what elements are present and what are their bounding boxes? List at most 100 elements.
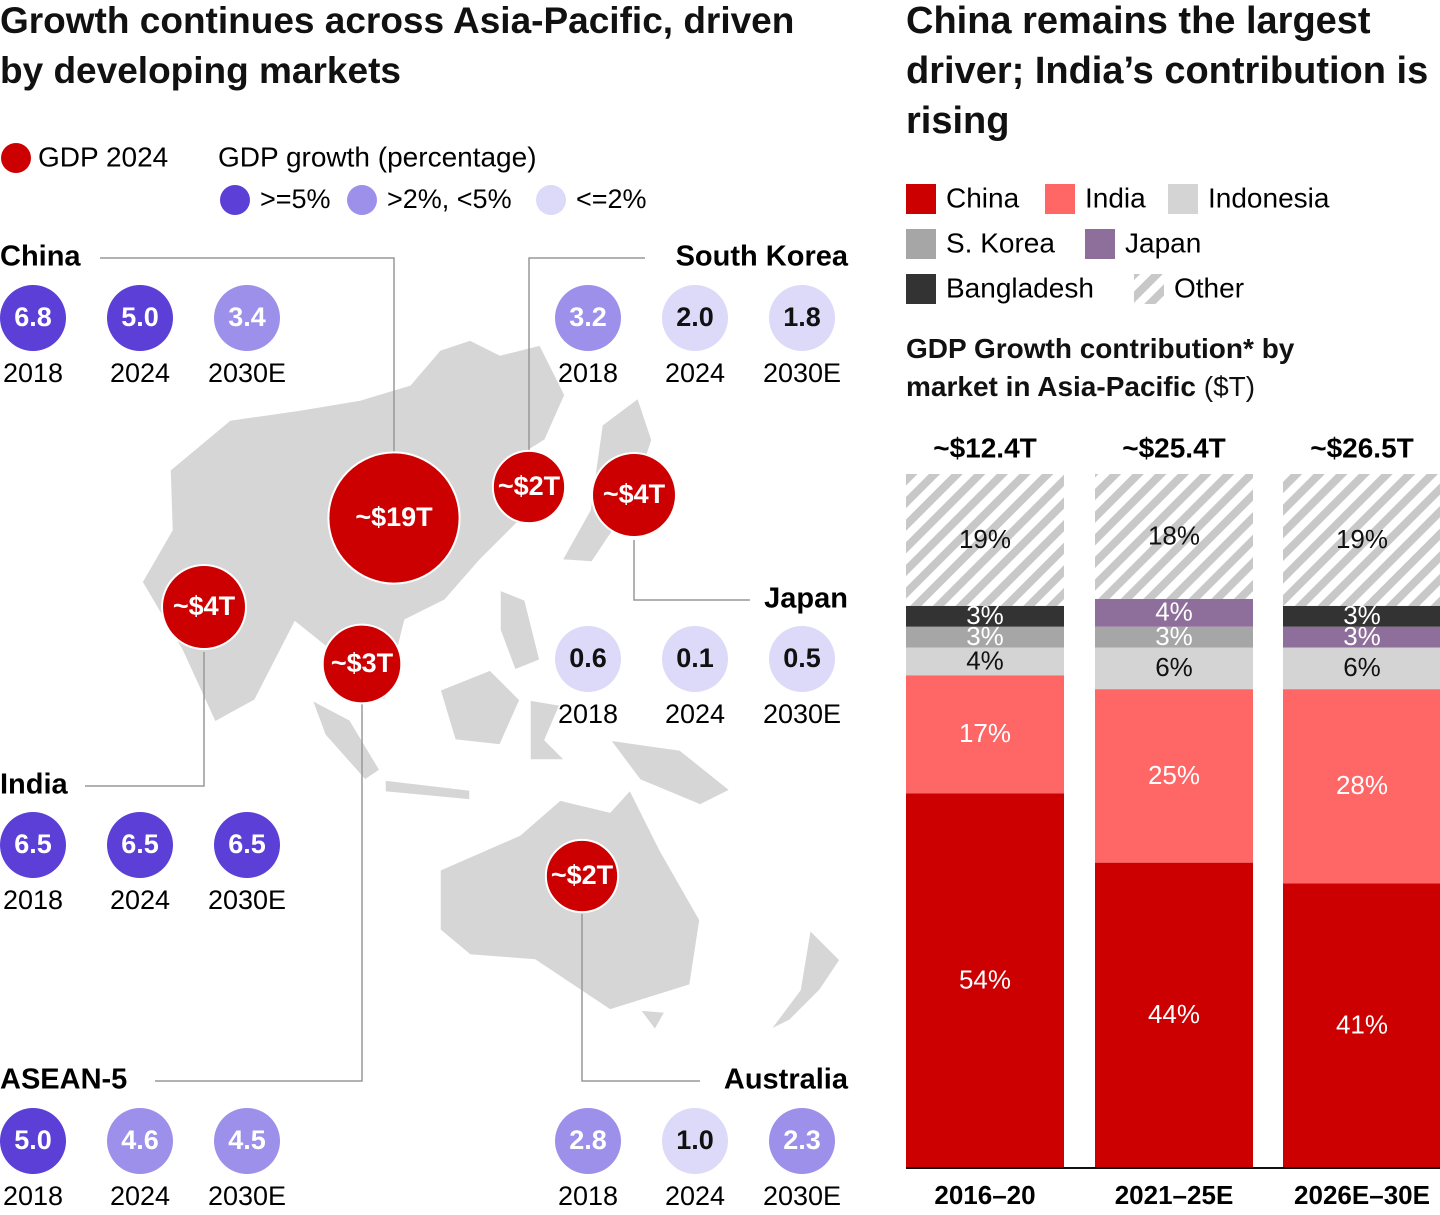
growth-circle (555, 626, 621, 692)
legend-label: S. Korea (946, 227, 1055, 258)
gdp-legend-label: GDP 2024 (38, 141, 168, 172)
bar-segment (906, 793, 1064, 1168)
bar-segment (1283, 474, 1440, 606)
gdp-bubble (591, 452, 677, 538)
leader-line (85, 652, 205, 787)
segment-label: 4% (966, 645, 1004, 675)
growth-legend-dot (536, 185, 566, 215)
bar-segment (906, 675, 1064, 794)
legend-swatch (1045, 184, 1075, 214)
legend-swatch (906, 274, 936, 304)
gdp-bubble-label: ~$4T (603, 479, 666, 509)
segment-label: 19% (959, 524, 1011, 554)
growth-label: 6.5 (228, 829, 266, 859)
bar-segment (906, 605, 1064, 627)
year-label: 2030E (208, 885, 286, 915)
growth-label: 1.0 (676, 1125, 714, 1155)
growth-legend-label: <=2% (576, 184, 647, 214)
growth-label: 2.8 (569, 1125, 607, 1155)
growth-label: 0.6 (569, 643, 607, 673)
gdp-bubble-label: ~$2T (498, 471, 561, 501)
growth-circle (107, 812, 173, 878)
growth-circle (0, 1108, 66, 1174)
growth-circle (214, 812, 280, 878)
bar-total: ~$12.4T (933, 432, 1037, 463)
gdp-bubble (544, 838, 620, 914)
growth-legend-label: >=5% (260, 184, 331, 214)
bar-segment (1283, 689, 1440, 884)
chart-unit: ($T) (1203, 370, 1256, 402)
sumatra (310, 698, 382, 781)
growth-label: 6.5 (14, 829, 52, 859)
gdp-bubble (161, 564, 247, 650)
chart-subtitle: GDP Growth contribution* by market in As… (906, 333, 1295, 402)
growth-circle (0, 285, 66, 351)
year-label: 2030E (208, 358, 286, 388)
growth-circle (555, 1108, 621, 1174)
segment-label: 25% (1148, 760, 1200, 790)
growth-circle (769, 285, 835, 351)
segment-label: 28% (1336, 770, 1388, 800)
java (384, 779, 471, 801)
segment-label: 54% (959, 964, 1011, 994)
new-zealand (769, 928, 841, 1031)
growth-circle (769, 1108, 835, 1174)
year-label: 2030E (208, 1181, 286, 1211)
year-label: 2018 (3, 885, 63, 915)
legend-label: India (1085, 182, 1146, 213)
bar-segment (1283, 883, 1440, 1168)
growth-label: 1.8 (783, 302, 821, 332)
growth-circle (769, 626, 835, 692)
growth-label: 6.5 (121, 829, 159, 859)
legend-swatch (906, 229, 936, 259)
legend-label: China (946, 182, 1020, 213)
year-label: 2018 (558, 1181, 618, 1211)
leader-line (155, 704, 363, 1082)
growth-circle (107, 1108, 173, 1174)
growth-legend-dot (347, 185, 377, 215)
legend-label: Bangladesh (946, 272, 1094, 303)
growth-circle (214, 285, 280, 351)
year-label: 2030E (763, 1181, 841, 1211)
legend-swatch (906, 184, 936, 214)
year-label: 2024 (110, 358, 170, 388)
leader-line (633, 540, 750, 601)
growth-legend-title: GDP growth (percentage) (218, 141, 537, 172)
x-tick-label: 2021–25E (1115, 1180, 1234, 1210)
bar-segment (1283, 605, 1440, 627)
year-label: 2018 (558, 358, 618, 388)
bar-segment (1283, 626, 1440, 648)
bar-segment (906, 474, 1064, 606)
growth-circle (214, 1108, 280, 1174)
map-title: Growth continues across Asia-Pacific, dr… (0, 0, 795, 91)
year-label: 2024 (665, 1181, 725, 1211)
sulawesi (529, 699, 567, 761)
x-tick-label: 2026E–30E (1294, 1180, 1430, 1210)
gdp-bubble-label: ~$4T (173, 591, 236, 621)
year-label: 2024 (665, 358, 725, 388)
segment-label: 41% (1336, 1010, 1388, 1040)
growth-legend-dot (220, 185, 250, 215)
bar-total: ~$26.5T (1310, 432, 1414, 463)
legend-label: Indonesia (1208, 182, 1330, 213)
legend-label: Japan (1125, 227, 1201, 258)
bar-segment (1095, 862, 1253, 1168)
year-label: 2030E (763, 358, 841, 388)
growth-label: 2.0 (676, 302, 714, 332)
growth-circle (662, 285, 728, 351)
leader-line (581, 914, 700, 1082)
legend-swatch (1085, 229, 1115, 259)
growth-circle (662, 626, 728, 692)
segment-label: 4% (1155, 597, 1193, 627)
bar-segment (1095, 689, 1253, 863)
gdp-bubble-label: ~$2T (551, 860, 614, 890)
bar-segment (1095, 626, 1253, 648)
year-label: 2030E (763, 699, 841, 729)
borneo (439, 669, 521, 746)
market-name: Japan (764, 583, 848, 615)
growth-label: 0.5 (783, 643, 821, 673)
year-label: 2018 (3, 1181, 63, 1211)
market-name: ASEAN-5 (0, 1064, 127, 1096)
year-label: 2024 (110, 1181, 170, 1211)
bar-segment (1283, 647, 1440, 690)
